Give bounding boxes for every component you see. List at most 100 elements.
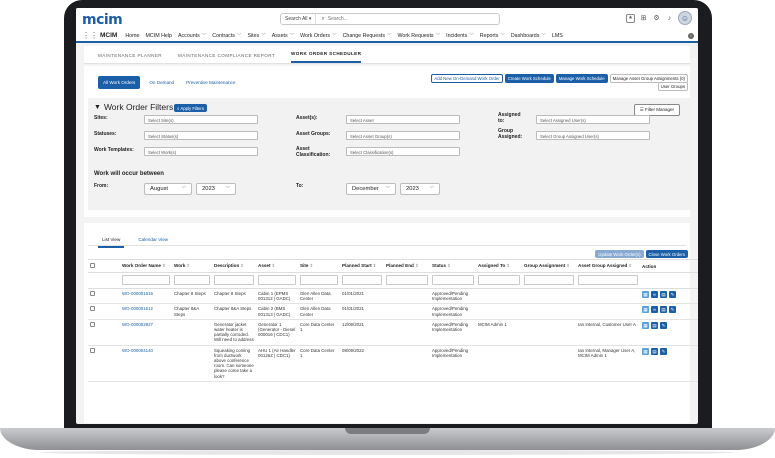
to-label: To:	[296, 183, 304, 189]
col-work[interactable]: Work⇕	[172, 259, 212, 273]
nav-item-incidents[interactable]: Incidents ﹀	[446, 32, 474, 39]
user-avatar[interactable]: ☺	[678, 11, 692, 25]
asset-classification-select[interactable]: Select Classification(s)	[346, 147, 460, 156]
subtab-on-demand[interactable]: On Demand	[149, 80, 175, 85]
nav-item-accounts[interactable]: Accounts ﹀	[177, 32, 207, 39]
row-checkbox[interactable]	[90, 347, 95, 353]
nav-item-help[interactable]: MCIM Help	[145, 32, 172, 39]
filter-work-order-name[interactable]	[122, 275, 170, 285]
calendar-icon[interactable]: ▦	[642, 347, 649, 355]
tab-maintenance-compliance-report[interactable]: MAINTENANCE COMPLIANCE REPORT	[178, 53, 276, 58]
add-icon[interactable]: ⊞	[640, 15, 647, 22]
col-asset-group-assigned[interactable]: Asset Group Assigned⇕	[576, 259, 640, 273]
calendar-icon[interactable]: ▦	[642, 321, 649, 329]
tab-maintenance-planner[interactable]: MAINTENANCE PLANNER	[98, 53, 163, 58]
work-order-link[interactable]: WO-000002827	[122, 321, 153, 327]
to-year-select[interactable]: 2023 ﹀	[400, 183, 440, 195]
user-groups-button[interactable]: User Groups	[657, 82, 688, 91]
search-input[interactable]	[327, 16, 458, 22]
edit-icon[interactable]: ✎	[669, 291, 676, 298]
calendar-icon[interactable]: ▦	[642, 291, 649, 298]
link-icon[interactable]: ∞	[651, 306, 658, 314]
asset-select[interactable]: Select Asset	[346, 115, 460, 124]
mcim-logo[interactable]: mcim	[82, 12, 123, 28]
work-templates-select[interactable]: Select Work(s)	[144, 147, 258, 156]
statuses-select[interactable]: Select Status(s)	[144, 131, 258, 140]
close-work-orders-button[interactable]: Close Work Orders	[645, 250, 688, 258]
tab-work-order-scheduler[interactable]: WORK ORDER SCHEDULER	[291, 51, 362, 63]
filter-site[interactable]	[300, 275, 338, 285]
notification-bell-icon[interactable]: ♪	[667, 14, 672, 22]
manage-work-schedule-button[interactable]: Manage Work Schedule	[555, 74, 608, 83]
filter-work[interactable]	[174, 275, 210, 285]
add-on-demand-work-order-button[interactable]: Add New On-Demand Work Order	[431, 74, 503, 83]
calendar-icon[interactable]: ▦	[642, 306, 649, 314]
edit-icon[interactable]: ✎	[669, 306, 676, 314]
create-work-schedule-button[interactable]: Create Work Schedule	[504, 74, 554, 83]
nav-item-assets[interactable]: Assets ﹀	[271, 32, 295, 39]
cell-asset: Cabin 1 (EPMS 001312 | GADC)	[256, 288, 298, 305]
nav-item-work-requests[interactable]: Work Requests ﹀	[397, 32, 441, 39]
global-search[interactable]: Search All ▾ ⌕	[280, 13, 500, 25]
work-order-link[interactable]: WO-000001616	[122, 291, 153, 296]
search-scope-select[interactable]: Search All ▾	[281, 14, 317, 24]
work-order-link[interactable]: WO-000004140	[122, 347, 153, 353]
col-assigned-to[interactable]: Assigned To⇕	[476, 259, 522, 273]
edit-icon[interactable]: ✎	[660, 321, 667, 329]
from-year-select[interactable]: 2023 ﹀	[196, 183, 236, 195]
manage-asset-group-assignments-button[interactable]: Manage Asset Group Assignments (0)	[609, 74, 688, 83]
row-checkbox[interactable]	[90, 306, 95, 312]
filter-planned-end[interactable]	[386, 275, 428, 285]
col-work-order-name[interactable]: Work Order Name⇕	[120, 259, 172, 273]
filter-status[interactable]	[432, 275, 474, 285]
from-month-select[interactable]: August ﹀	[144, 183, 192, 195]
document-icon[interactable]: ▤	[651, 321, 658, 329]
favorites-icon[interactable]: ★	[626, 13, 635, 23]
apply-filters-button[interactable]: ⌕ Apply Filters	[174, 104, 208, 112]
nav-item-reports[interactable]: Reports ﹀	[479, 32, 505, 39]
nav-item-sites[interactable]: Sites ﹀	[247, 32, 266, 39]
edit-icon[interactable]: ✎	[660, 347, 667, 355]
filter-description[interactable]	[214, 275, 254, 285]
filter-manager-button[interactable]: ☰ Filter Manager	[633, 104, 680, 116]
col-site[interactable]: Site⇕	[298, 259, 340, 273]
work-order-link[interactable]: WO-000001612	[122, 306, 153, 312]
document-icon[interactable]: ▤	[651, 347, 658, 355]
link-icon[interactable]: ∞	[651, 291, 658, 298]
subtab-preventive-maintenance[interactable]: Preventive Maintenance	[186, 80, 236, 85]
update-work-orders-button[interactable]: Update Work Order(s)	[595, 250, 644, 258]
subtab-all-work-orders[interactable]: All Work Orders	[98, 76, 141, 89]
nav-item-work-orders[interactable]: Work Orders ﹀	[300, 32, 337, 39]
tab-calendar-view[interactable]: Calendar View	[138, 237, 169, 242]
col-planned-start[interactable]: Planned Start⇕	[340, 259, 384, 273]
asset-groups-select[interactable]: Select Asset Group(s)	[346, 131, 460, 140]
col-asset[interactable]: Asset⇕	[256, 259, 298, 273]
row-checkbox[interactable]	[90, 291, 95, 296]
filter-asset-group-assigned[interactable]	[578, 275, 638, 285]
nav-item-change-requests[interactable]: Change Requests ﹀	[342, 32, 392, 39]
filter-assigned-to[interactable]	[478, 275, 520, 285]
sites-select[interactable]: Select Site(s)	[144, 115, 258, 124]
filter-planned-start[interactable]	[342, 275, 382, 285]
to-month-select[interactable]: December ﹀	[346, 183, 396, 195]
assigned-to-select[interactable]: Select Assigned User(s)	[536, 115, 650, 124]
group-assigned-select[interactable]: Select Group Assigned User(s)	[536, 131, 650, 140]
select-all-checkbox[interactable]	[90, 263, 95, 268]
info-icon[interactable]: i	[688, 33, 694, 39]
col-group-assignment[interactable]: Group Assignment⇕	[522, 259, 576, 273]
nav-item-contracts[interactable]: Contracts ﹀	[212, 32, 242, 39]
col-description[interactable]: Description⇕	[212, 259, 256, 273]
document-icon[interactable]: ▤	[660, 291, 667, 298]
nav-item-home[interactable]: Home	[125, 32, 140, 39]
row-checkbox[interactable]	[90, 321, 95, 327]
col-status[interactable]: Status⇕	[430, 259, 476, 273]
filter-group-assignment[interactable]	[524, 275, 574, 285]
document-icon[interactable]: ▤	[660, 306, 667, 314]
filter-asset[interactable]	[258, 275, 296, 285]
col-planned-end[interactable]: Planned End⇕	[384, 259, 430, 273]
nav-item-dashboards[interactable]: Dashboards ﹀	[510, 32, 546, 39]
tab-list-view[interactable]: List View	[98, 237, 125, 248]
app-launcher-icon[interactable]: ⋮⋮	[82, 31, 98, 40]
nav-item-lms[interactable]: LMS	[551, 32, 563, 39]
setup-gear-icon[interactable]: ⚙	[653, 15, 660, 22]
